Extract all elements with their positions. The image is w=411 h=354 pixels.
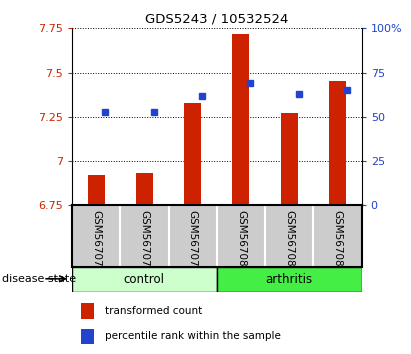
Bar (72, 267, 217, 292)
Bar (88, 175, 104, 205)
Text: GSM567081: GSM567081 (284, 210, 294, 274)
Bar (217, 267, 362, 292)
Bar (233, 34, 249, 205)
Bar (136, 173, 153, 205)
Bar (81, 303, 94, 319)
Text: control: control (124, 273, 165, 286)
Text: GSM567076: GSM567076 (188, 210, 198, 274)
Text: GSM567082: GSM567082 (332, 210, 342, 274)
Text: transformed count: transformed count (105, 306, 203, 316)
Bar (281, 113, 298, 205)
Text: GSM567080: GSM567080 (236, 210, 246, 273)
Text: GSM567075: GSM567075 (139, 210, 149, 274)
Text: disease state: disease state (2, 274, 76, 284)
Bar (329, 81, 346, 205)
Text: percentile rank within the sample: percentile rank within the sample (105, 331, 281, 341)
Text: GSM567074: GSM567074 (91, 210, 101, 274)
Bar (184, 103, 201, 205)
Title: GDS5243 / 10532524: GDS5243 / 10532524 (145, 13, 289, 26)
Text: arthritis: arthritis (266, 273, 313, 286)
Bar (81, 329, 94, 344)
